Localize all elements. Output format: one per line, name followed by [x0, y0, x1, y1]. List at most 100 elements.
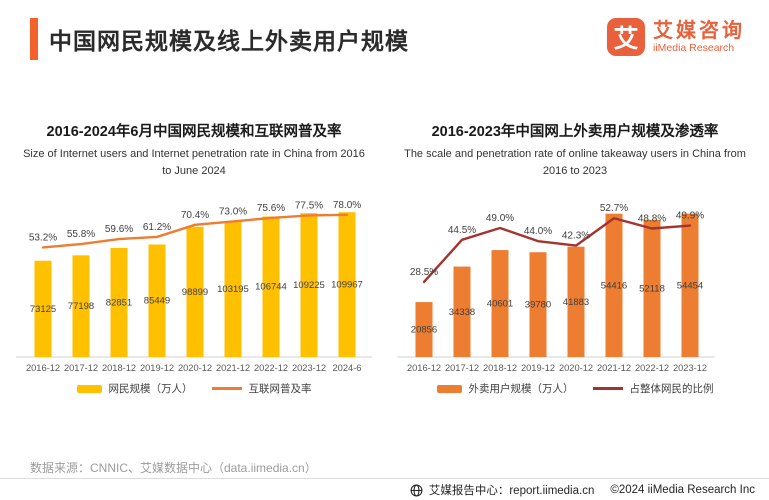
x-axis-label: 2021-12 [216, 363, 250, 373]
x-axis-label: 2018-12 [102, 363, 136, 373]
bar [415, 302, 433, 357]
legend-bar-label: 外卖用户规模（万人） [468, 383, 574, 395]
bar [186, 226, 204, 357]
bar [567, 246, 585, 357]
bar [34, 260, 52, 357]
bar [72, 255, 90, 357]
percent-label: 48.8% [638, 213, 666, 224]
iimedia-logo-icon: 艾 [607, 18, 645, 56]
charts-area: 2016-2024年6月中国网民规模和互联网普及率 Size of Intern… [0, 120, 769, 396]
bar [453, 266, 471, 357]
percent-label: 42.3% [562, 231, 590, 242]
logo-name-cn: 艾媒咨询 [653, 20, 745, 42]
logo-glyph: 艾 [613, 25, 639, 53]
x-axis-label: 2020-12 [178, 363, 212, 373]
bar-value-label: 54454 [677, 280, 703, 291]
bar-value-label: 77198 [68, 301, 94, 312]
percent-label: 53.2% [29, 232, 57, 243]
takeaway-users-chart: 20856 2016-12 34338 2017-12 40601 2018-12 3978… [397, 203, 715, 373]
title-accent-bar [30, 18, 38, 60]
internet-users-chart: 73125 2016-12 77198 2017-12 82851 2018-12 8544… [16, 200, 372, 373]
legend-bar-swatch [76, 384, 102, 393]
x-axis-label: 2020-12 [559, 363, 593, 373]
bar-value-label: 106744 [255, 282, 287, 293]
header: 中国网民规模及线上外卖用户规模 艾 艾媒咨询 iiMedia Research [0, 0, 769, 60]
bar [224, 221, 242, 357]
bar [338, 212, 356, 357]
chart-title: 2016-2023年中国网上外卖用户规模及渗透率 [431, 124, 719, 140]
bar-value-label: 85449 [144, 296, 170, 307]
x-axis-label: 2019-12 [521, 363, 555, 373]
globe-icon [410, 484, 423, 497]
x-axis-label: 2016-12 [26, 363, 60, 373]
percent-label: 28.5% [410, 267, 438, 278]
report-center-text: 艾媒报告中心：report.iimedia.cn [428, 485, 595, 497]
legend-line-swatch [592, 387, 623, 390]
x-axis-label: 2022-12 [635, 363, 669, 373]
iimedia-logo: 艾 艾媒咨询 iiMedia Research [607, 18, 745, 56]
bar [529, 252, 547, 357]
bar-value-label: 39780 [525, 300, 551, 311]
title-block: 中国网民规模及线上外卖用户规模 [30, 18, 409, 60]
bar [681, 213, 699, 357]
percent-label: 75.6% [257, 203, 285, 214]
percent-label: 49.9% [676, 211, 704, 222]
x-axis-label: 2021-12 [597, 363, 631, 373]
trend-line [422, 217, 692, 284]
bar-value-label: 20856 [411, 325, 437, 336]
percent-label: 73.0% [219, 206, 247, 217]
bar [110, 247, 128, 357]
chart-legend: 外卖用户规模（万人） 占整体网民的比例 [389, 381, 761, 396]
bar-value-label: 34338 [449, 307, 475, 318]
percent-label: 55.8% [67, 229, 95, 240]
bar-value-label: 109967 [331, 280, 363, 291]
x-axis-label: 2024-6 [333, 363, 362, 373]
bar-value-label: 82851 [106, 297, 132, 308]
copyright-text: ©2024 iiMedia Research Inc [610, 484, 755, 496]
bar [262, 216, 280, 357]
bar [605, 213, 623, 357]
trend-line [41, 213, 349, 249]
chart-legend: 网民规模（万人） 互联网普及率 [8, 381, 380, 396]
bar-value-label: 41883 [563, 297, 589, 308]
logo-text: 艾媒咨询 iiMedia Research [653, 20, 745, 54]
percent-label: 70.4% [181, 210, 209, 221]
bar-value-label: 73125 [30, 304, 56, 315]
x-axis-label: 2017-12 [445, 363, 479, 373]
x-axis-label: 2016-12 [407, 363, 441, 373]
x-axis-label: 2019-12 [140, 363, 174, 373]
bar [300, 213, 318, 357]
x-axis-label: 2018-12 [483, 363, 517, 373]
footer-divider [0, 478, 769, 479]
percent-label: 61.2% [143, 222, 171, 233]
legend-line-label: 互联网普及率 [248, 383, 312, 395]
footer-bar: 艾媒报告中心：report.iimedia.cn ©2024 iiMedia R… [410, 482, 755, 498]
bar-value-label: 40601 [487, 299, 513, 310]
page-title: 中国网民规模及线上外卖用户规模 [49, 28, 409, 54]
bar-value-label: 109225 [293, 280, 325, 291]
bar-value-label: 103195 [217, 284, 249, 295]
chart-subtitle: The scale and penetration rate of online… [404, 148, 746, 177]
x-axis-label: 2023-12 [292, 363, 326, 373]
percent-label: 44.0% [524, 226, 552, 237]
data-source-note: 数据来源：CNNIC、艾媒数据中心（data.iimedia.cn） [30, 461, 317, 475]
x-axis-label: 2023-12 [673, 363, 707, 373]
percent-label: 49.0% [486, 213, 514, 224]
legend-bar-label: 网民规模（万人） [108, 383, 193, 395]
percent-label: 78.0% [333, 200, 361, 211]
chart-subtitle: Size of Internet users and Internet pene… [23, 148, 365, 177]
bar-value-label: 98899 [182, 287, 208, 298]
legend-line-swatch [211, 387, 242, 390]
bar-value-label: 54416 [601, 280, 627, 291]
chart-panel-internet-users: 2016-2024年6月中国网民规模和互联网普及率 Size of Intern… [8, 120, 380, 396]
legend-line-label: 占整体网民的比例 [629, 383, 714, 395]
bar [148, 244, 166, 357]
logo-name-en: iiMedia Research [653, 42, 735, 54]
percent-label: 77.5% [295, 200, 323, 211]
percent-label: 59.6% [105, 224, 133, 235]
percent-label: 44.5% [448, 225, 476, 236]
percent-label: 52.7% [600, 203, 628, 214]
bar-value-label: 52118 [639, 283, 665, 294]
chart-title: 2016-2024年6月中国网民规模和互联网普及率 [46, 124, 342, 140]
bar [643, 219, 661, 357]
